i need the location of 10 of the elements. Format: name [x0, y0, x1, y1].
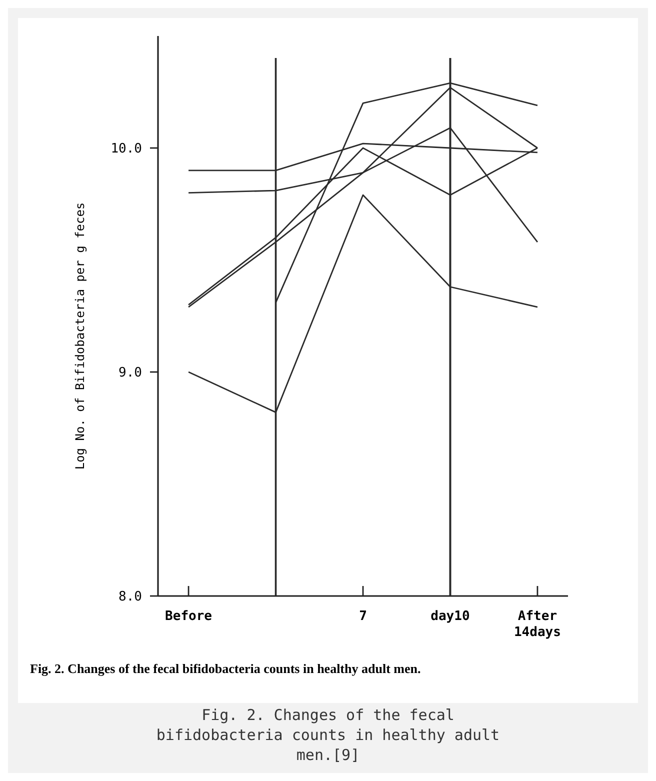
- caption: Fig. 2. Changes of the fecal bifidobacteria counts in healthy adult men.[9]: [156, 706, 500, 764]
- y-tick-label: 9.0: [118, 366, 142, 381]
- x-tick-label: 7: [359, 609, 367, 624]
- caption: Fig. 2. Changes of the fecal bifidobacteria counts in healthy adult men.: [30, 661, 421, 676]
- y-axis-title: Log No. of Bifidobacteria per g feces: [73, 202, 87, 470]
- x-tick-label: After 14days: [514, 609, 561, 640]
- y-tick-label: 8.0: [118, 590, 142, 605]
- x-tick-label: day10: [430, 609, 470, 624]
- x-tick-label: Before: [165, 609, 212, 624]
- y-tick-label: 10.0: [110, 142, 142, 157]
